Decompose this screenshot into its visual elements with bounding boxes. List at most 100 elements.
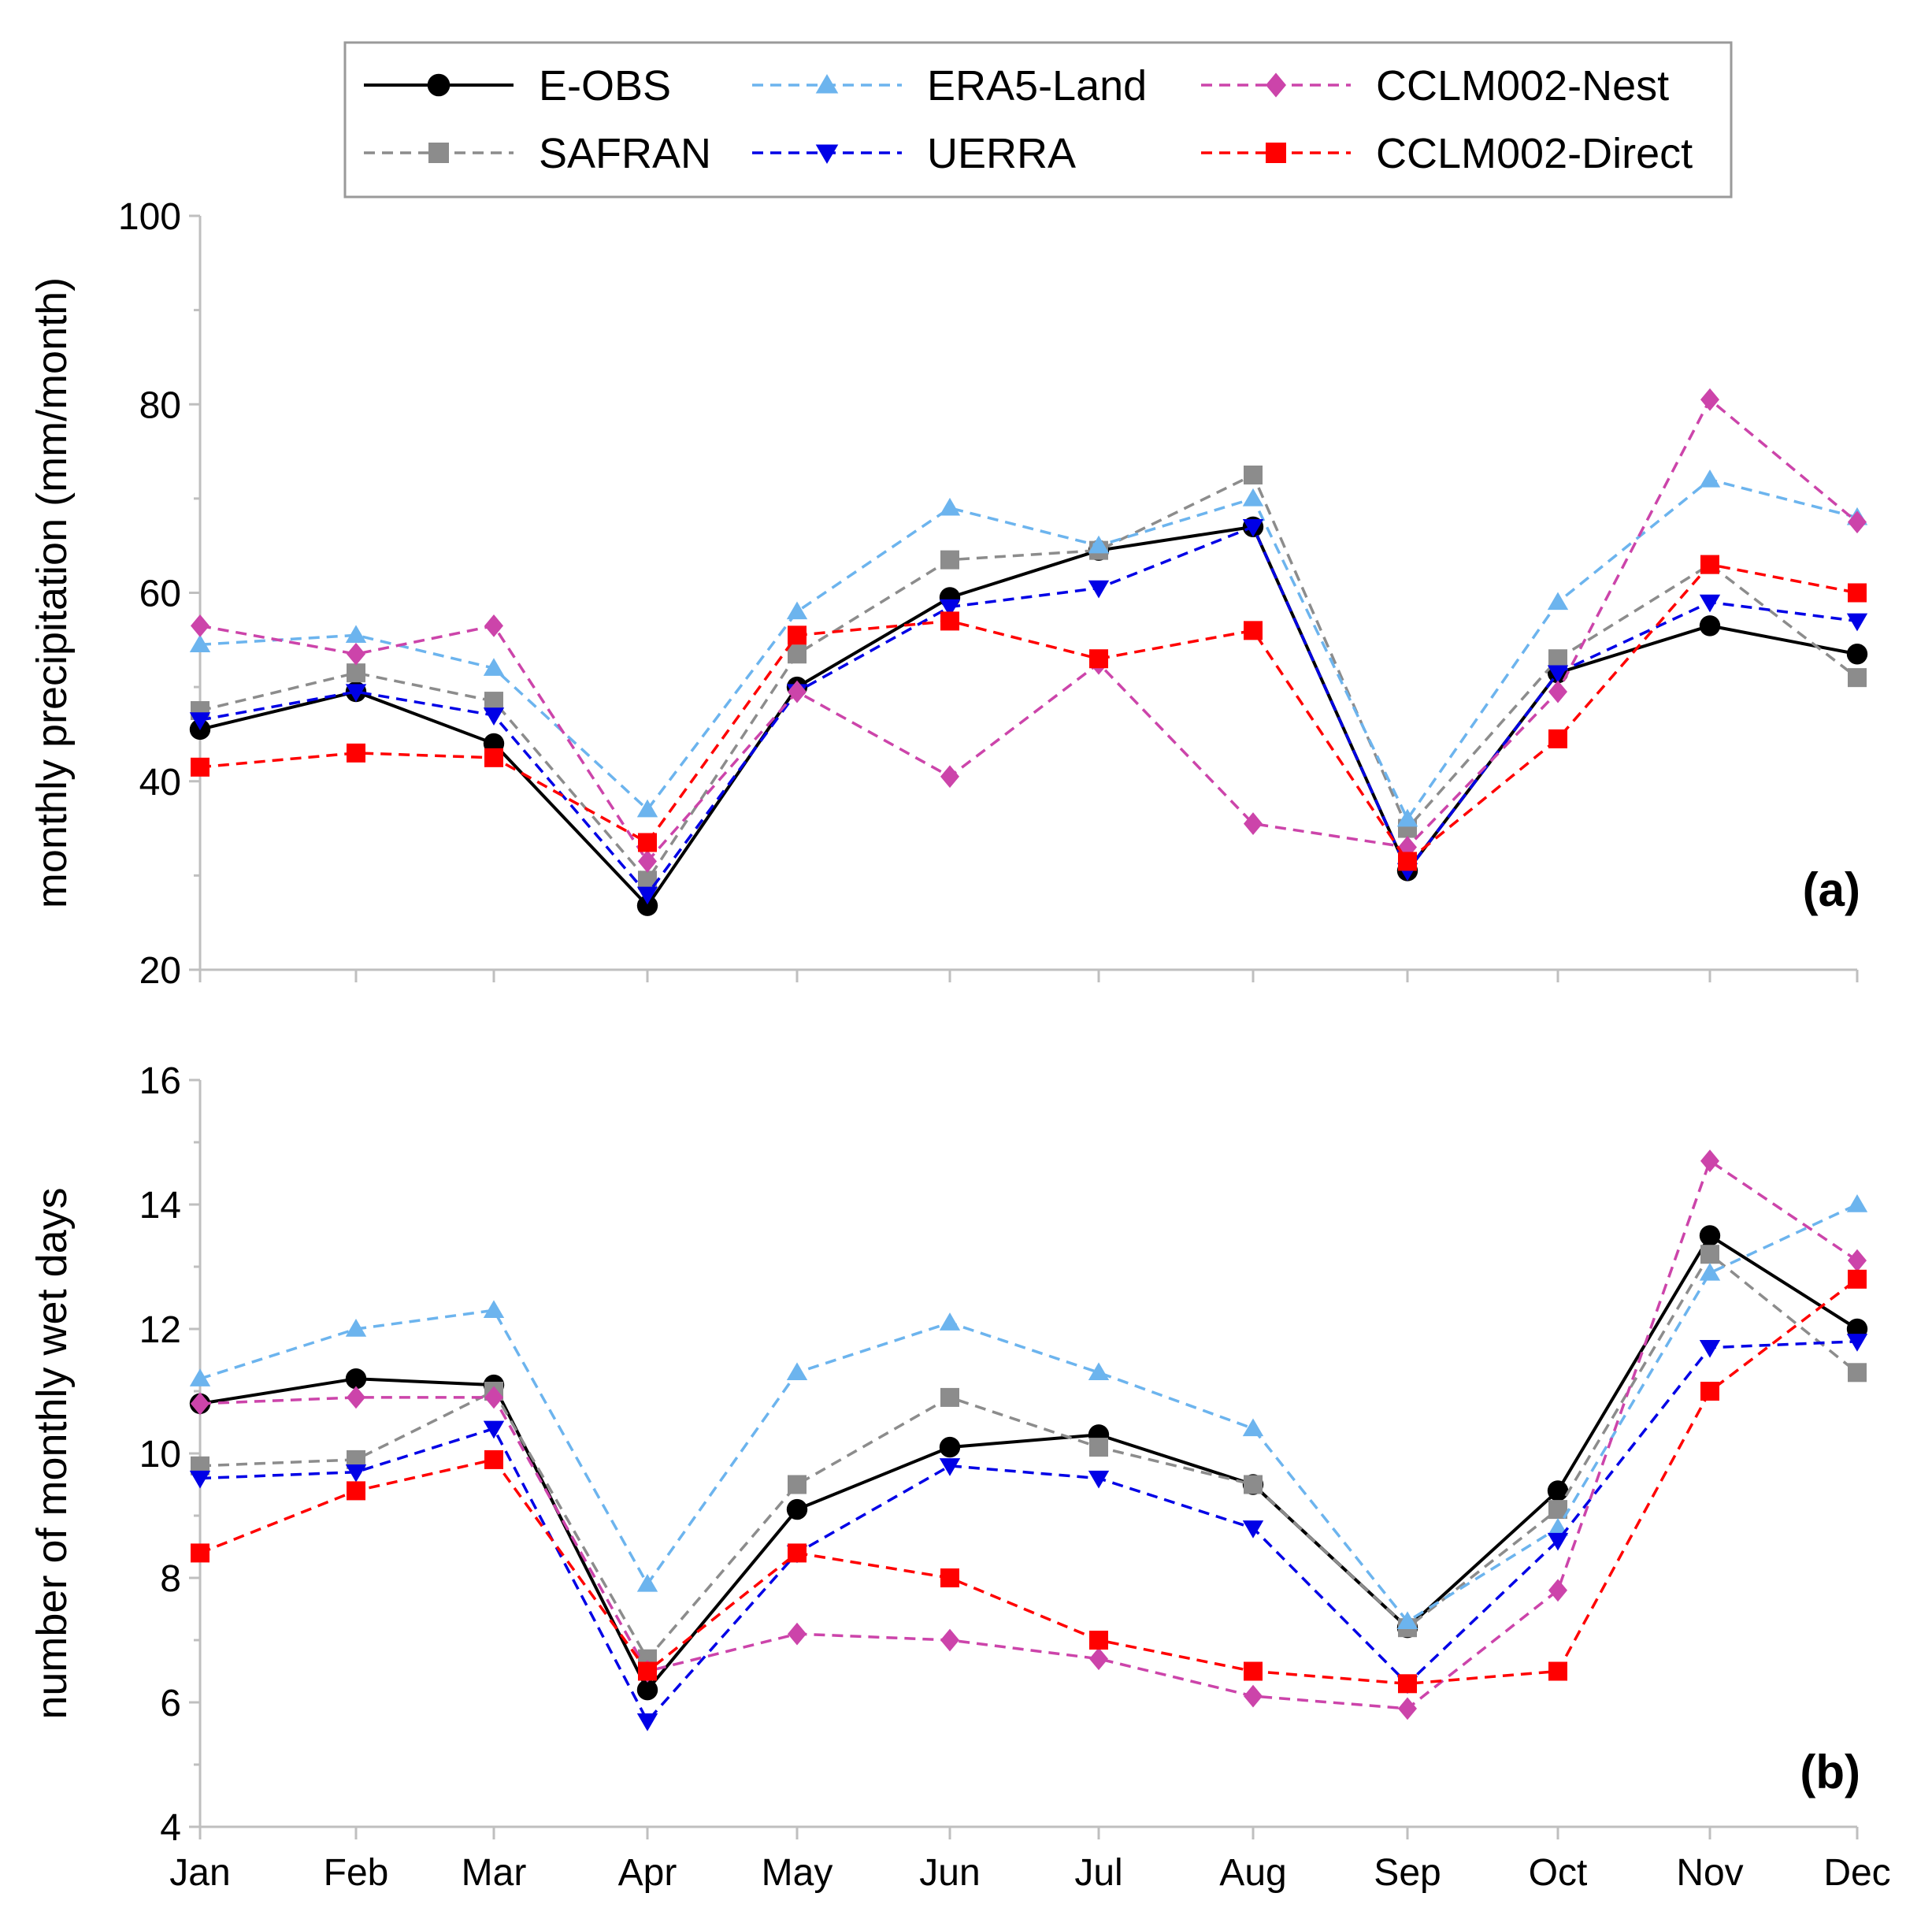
data-point-eobs bbox=[1699, 615, 1721, 637]
data-point-uerra bbox=[1846, 1334, 1868, 1352]
data-point-uerra bbox=[345, 1464, 367, 1483]
legend-item-cclm_direct: CCLM002-Direct bbox=[1201, 130, 1693, 177]
data-point-cclm_direct bbox=[347, 1481, 365, 1501]
data-point-era5 bbox=[1699, 469, 1721, 488]
legend-item-safran: SAFRAN bbox=[364, 130, 711, 177]
data-point-cclm_direct bbox=[1848, 583, 1867, 603]
series-eobs bbox=[189, 516, 1868, 916]
data-point-uerra bbox=[1547, 1532, 1569, 1551]
data-point-era5 bbox=[786, 1362, 808, 1381]
data-point-cclm_direct bbox=[191, 1543, 210, 1563]
data-point-cclm_direct bbox=[788, 1543, 807, 1563]
data-point-safran bbox=[1848, 1363, 1867, 1383]
legend-box bbox=[343, 41, 1733, 199]
data-point-cclm_direct bbox=[1398, 852, 1417, 871]
y-tick-label: 20 bbox=[139, 950, 181, 992]
series-line-cclm_direct bbox=[199, 1278, 1859, 1686]
legend-item-uerra: UERRA bbox=[752, 130, 1076, 177]
data-point-era5 bbox=[1396, 1611, 1418, 1630]
legend-item-eobs: E-OBS bbox=[364, 62, 671, 109]
data-point-uerra bbox=[939, 1458, 961, 1476]
x-tick-label: Apr bbox=[618, 1852, 677, 1894]
data-point-cclm_nest bbox=[1548, 1579, 1567, 1602]
legend-item-era5: ERA5-Land bbox=[752, 62, 1147, 109]
panel-a-precipitation: 20 40 60 80 100 monthly precipitation (mm/mon… bbox=[28, 196, 1868, 992]
series-line-cclm_direct bbox=[199, 562, 1858, 864]
y-tick-label: 80 bbox=[139, 384, 181, 426]
data-point-uerra bbox=[636, 1713, 658, 1732]
data-point-era5 bbox=[345, 625, 367, 644]
series-safran bbox=[191, 1245, 1867, 1668]
series-line-safran bbox=[199, 473, 1859, 883]
y-tick-label: 16 bbox=[139, 1060, 181, 1102]
legend-label: SAFRAN bbox=[539, 130, 711, 177]
data-point-era5 bbox=[1547, 1517, 1569, 1536]
data-point-safran bbox=[788, 644, 807, 664]
legend-marker-cclm_direct bbox=[1266, 143, 1286, 163]
data-point-cclm_nest bbox=[1089, 1647, 1108, 1671]
data-point-cclm_direct bbox=[638, 1661, 657, 1681]
legend-marker-eobs bbox=[427, 73, 451, 97]
legend-marker-cclm_nest bbox=[1266, 72, 1286, 98]
data-point-cclm_direct bbox=[1848, 1269, 1867, 1289]
legend-marker-uerra bbox=[815, 144, 839, 165]
data-point-cclm_direct bbox=[638, 833, 657, 852]
data-point-cclm_nest bbox=[1700, 1149, 1719, 1173]
panel-b-wet-days: 4 6 8 10 12 14 16 Jan Feb Mar Apr May Jun Jul Aug Sep Oc… bbox=[28, 1060, 1891, 1894]
legend-label: UERRA bbox=[927, 130, 1076, 177]
y-tick-label: 6 bbox=[160, 1683, 181, 1724]
x-tick-label: May bbox=[762, 1852, 833, 1894]
legend-label: ERA5-Land bbox=[927, 62, 1147, 109]
x-tick-label: Oct bbox=[1529, 1852, 1588, 1894]
data-point-safran bbox=[788, 1475, 807, 1494]
x-tick-label: Dec bbox=[1823, 1852, 1890, 1894]
data-point-uerra bbox=[1242, 1520, 1264, 1539]
data-point-cclm_direct bbox=[940, 1568, 959, 1587]
panel-label: (b) bbox=[1800, 1746, 1860, 1798]
x-tick-label: Sep bbox=[1374, 1852, 1441, 1894]
data-point-era5 bbox=[483, 658, 505, 676]
data-point-cclm_nest bbox=[1398, 1697, 1417, 1720]
data-point-era5 bbox=[1088, 1362, 1110, 1381]
series-line-safran bbox=[199, 1252, 1859, 1661]
data-point-era5 bbox=[345, 1319, 367, 1337]
data-point-era5 bbox=[636, 1573, 658, 1592]
data-point-cclm_direct bbox=[1548, 729, 1567, 748]
data-point-safran bbox=[1244, 1475, 1263, 1494]
data-point-uerra bbox=[1547, 665, 1569, 684]
data-point-uerra bbox=[1088, 580, 1110, 599]
data-point-eobs bbox=[636, 1680, 658, 1701]
data-point-eobs bbox=[636, 895, 658, 916]
data-point-eobs bbox=[939, 1436, 961, 1458]
data-point-era5 bbox=[939, 497, 961, 516]
series-line-uerra bbox=[199, 525, 1858, 897]
data-point-cclm_nest bbox=[1244, 812, 1263, 835]
data-point-cclm_nest bbox=[191, 1392, 210, 1416]
legend-marker-era5 bbox=[815, 73, 839, 94]
data-point-uerra bbox=[1088, 1470, 1110, 1489]
data-point-era5 bbox=[786, 601, 808, 620]
data-point-uerra bbox=[1699, 1339, 1721, 1358]
y-tick-label: 60 bbox=[139, 573, 181, 615]
data-point-uerra bbox=[1846, 613, 1868, 632]
series-line-uerra bbox=[199, 1340, 1858, 1724]
series-line-era5 bbox=[199, 478, 1858, 822]
data-point-cclm_nest bbox=[347, 1386, 365, 1409]
data-point-safran bbox=[940, 1387, 959, 1407]
data-point-era5 bbox=[1547, 592, 1569, 611]
data-point-eobs bbox=[786, 1498, 808, 1520]
data-point-eobs bbox=[345, 1368, 367, 1390]
data-point-cclm_direct bbox=[191, 757, 210, 777]
data-point-uerra bbox=[636, 886, 658, 905]
data-point-cclm_direct bbox=[1700, 1382, 1719, 1401]
data-point-safran bbox=[1848, 668, 1867, 688]
data-point-era5 bbox=[483, 1300, 505, 1319]
data-point-cclm_nest bbox=[1848, 1249, 1867, 1272]
series-line-eobs bbox=[199, 1233, 1859, 1693]
data-point-uerra bbox=[483, 1420, 505, 1439]
data-point-cclm_direct bbox=[484, 748, 503, 767]
data-point-cclm_direct bbox=[1089, 649, 1108, 669]
data-point-cclm_nest bbox=[1848, 510, 1867, 534]
x-tick-label: Jan bbox=[169, 1852, 230, 1894]
